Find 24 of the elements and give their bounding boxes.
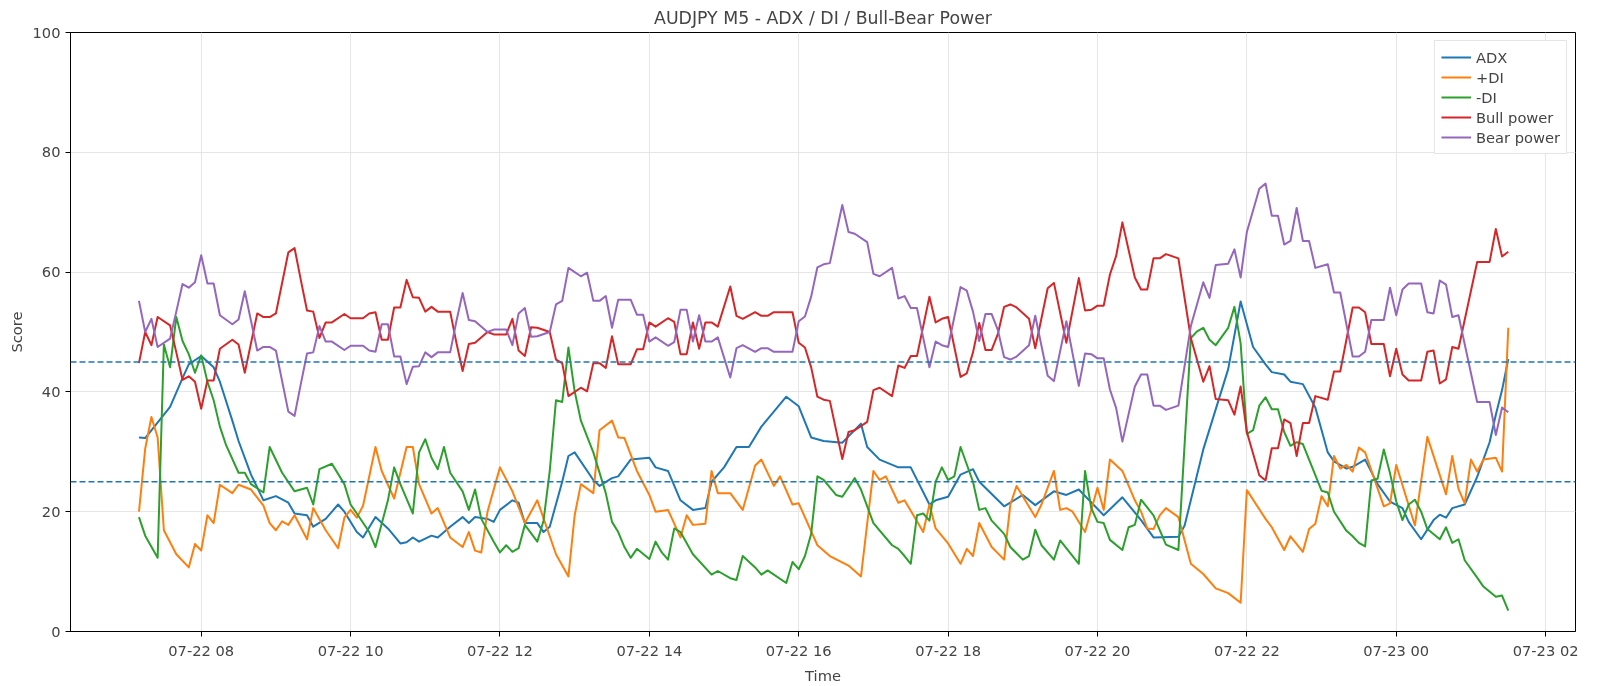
- legend-label: ADX: [1475, 48, 1508, 66]
- legend-label: +DI: [1475, 68, 1504, 86]
- x-tick-label: 07-22 16: [765, 641, 832, 659]
- chart-title: AUDJPY M5 - ADX / DI / Bull-Bear Power: [654, 7, 993, 28]
- y-tick-label: 0: [51, 622, 61, 640]
- x-tick-label: 07-22 08: [168, 641, 235, 659]
- y-axis-title: Score: [7, 311, 25, 353]
- y-tick-label: 100: [32, 23, 61, 41]
- legend-label: Bull power: [1475, 108, 1554, 126]
- x-tick-label: 07-22 10: [317, 641, 384, 659]
- x-tick-label: 07-22 20: [1064, 641, 1131, 659]
- x-axis-title: Time: [804, 666, 841, 684]
- x-tick-label: 07-22 12: [467, 641, 533, 659]
- y-tick-label: 80: [41, 143, 61, 161]
- x-tick-label: 07-22 18: [915, 641, 982, 659]
- x-tick-label: 07-23 00: [1363, 641, 1430, 659]
- legend-label: Bear power: [1475, 128, 1560, 146]
- x-tick-label: 07-23 02: [1512, 641, 1579, 659]
- x-tick-label: 07-22 14: [616, 641, 683, 659]
- y-tick-label: 40: [41, 382, 61, 400]
- y-tick-label: 20: [41, 502, 61, 520]
- x-tick-label: 07-22 22: [1213, 641, 1280, 659]
- legend-label: -DI: [1475, 88, 1497, 106]
- y-tick-label: 60: [41, 263, 61, 281]
